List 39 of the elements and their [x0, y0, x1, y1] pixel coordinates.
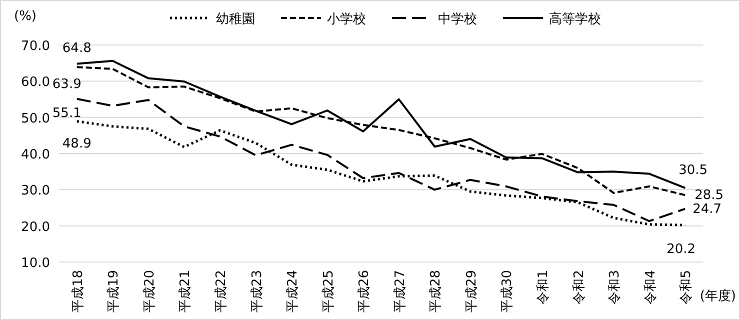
x-tick-label: 平成24: [286, 270, 301, 313]
y-tick-label: 10.0: [21, 256, 50, 271]
x-tick-label: 令和4: [643, 270, 658, 304]
data-label: 63.9: [52, 77, 82, 92]
data-label: 28.5: [694, 188, 724, 204]
legend-label: 中学校: [438, 12, 477, 27]
x-tick-label: 平成22: [214, 270, 229, 313]
x-tick-label: 令和3: [608, 270, 623, 304]
data-label: 64.8: [62, 40, 92, 56]
x-tick-label: 平成23: [250, 270, 265, 313]
x-tick-label: 平成28: [428, 270, 444, 313]
data-label: 20.2: [666, 242, 696, 258]
y-tick-label: 50.0: [21, 111, 50, 126]
x-tick-label: 令和1: [536, 270, 551, 304]
x-axis-title: (年度): [700, 288, 736, 304]
x-tick-label: 平成19: [106, 270, 122, 313]
x-tick-label: 平成27: [392, 270, 408, 313]
y-tick-label: 20.0: [21, 220, 50, 235]
x-tick-label: 平成18: [70, 270, 86, 313]
y-tick-label: 70.0: [21, 39, 50, 54]
y-tick-label: 40.0: [21, 148, 50, 162]
x-tick-label: 平成30: [500, 270, 516, 313]
y-axis-title: (%): [14, 9, 36, 24]
legend-label: 小学校: [327, 12, 366, 27]
data-label: 55.1: [52, 106, 82, 121]
data-label: 30.5: [678, 162, 708, 178]
data-label: 24.7: [692, 202, 722, 217]
y-tick-label: 60.0: [21, 75, 50, 90]
x-tick-label: 令和5: [679, 270, 694, 304]
data-label: 48.9: [62, 136, 92, 152]
x-tick-label: 平成29: [464, 270, 480, 313]
x-tick-label: 平成26: [357, 270, 372, 313]
x-tick-label: 平成21: [178, 270, 194, 313]
legend-label: 幼稚園: [216, 12, 255, 27]
x-tick-label: 令和2: [572, 270, 587, 304]
x-tick-label: 平成20: [142, 270, 158, 313]
x-tick-label: 平成25: [321, 270, 336, 313]
y-tick-label: 30.0: [21, 184, 50, 199]
legend-label: 高等学校: [549, 11, 601, 27]
